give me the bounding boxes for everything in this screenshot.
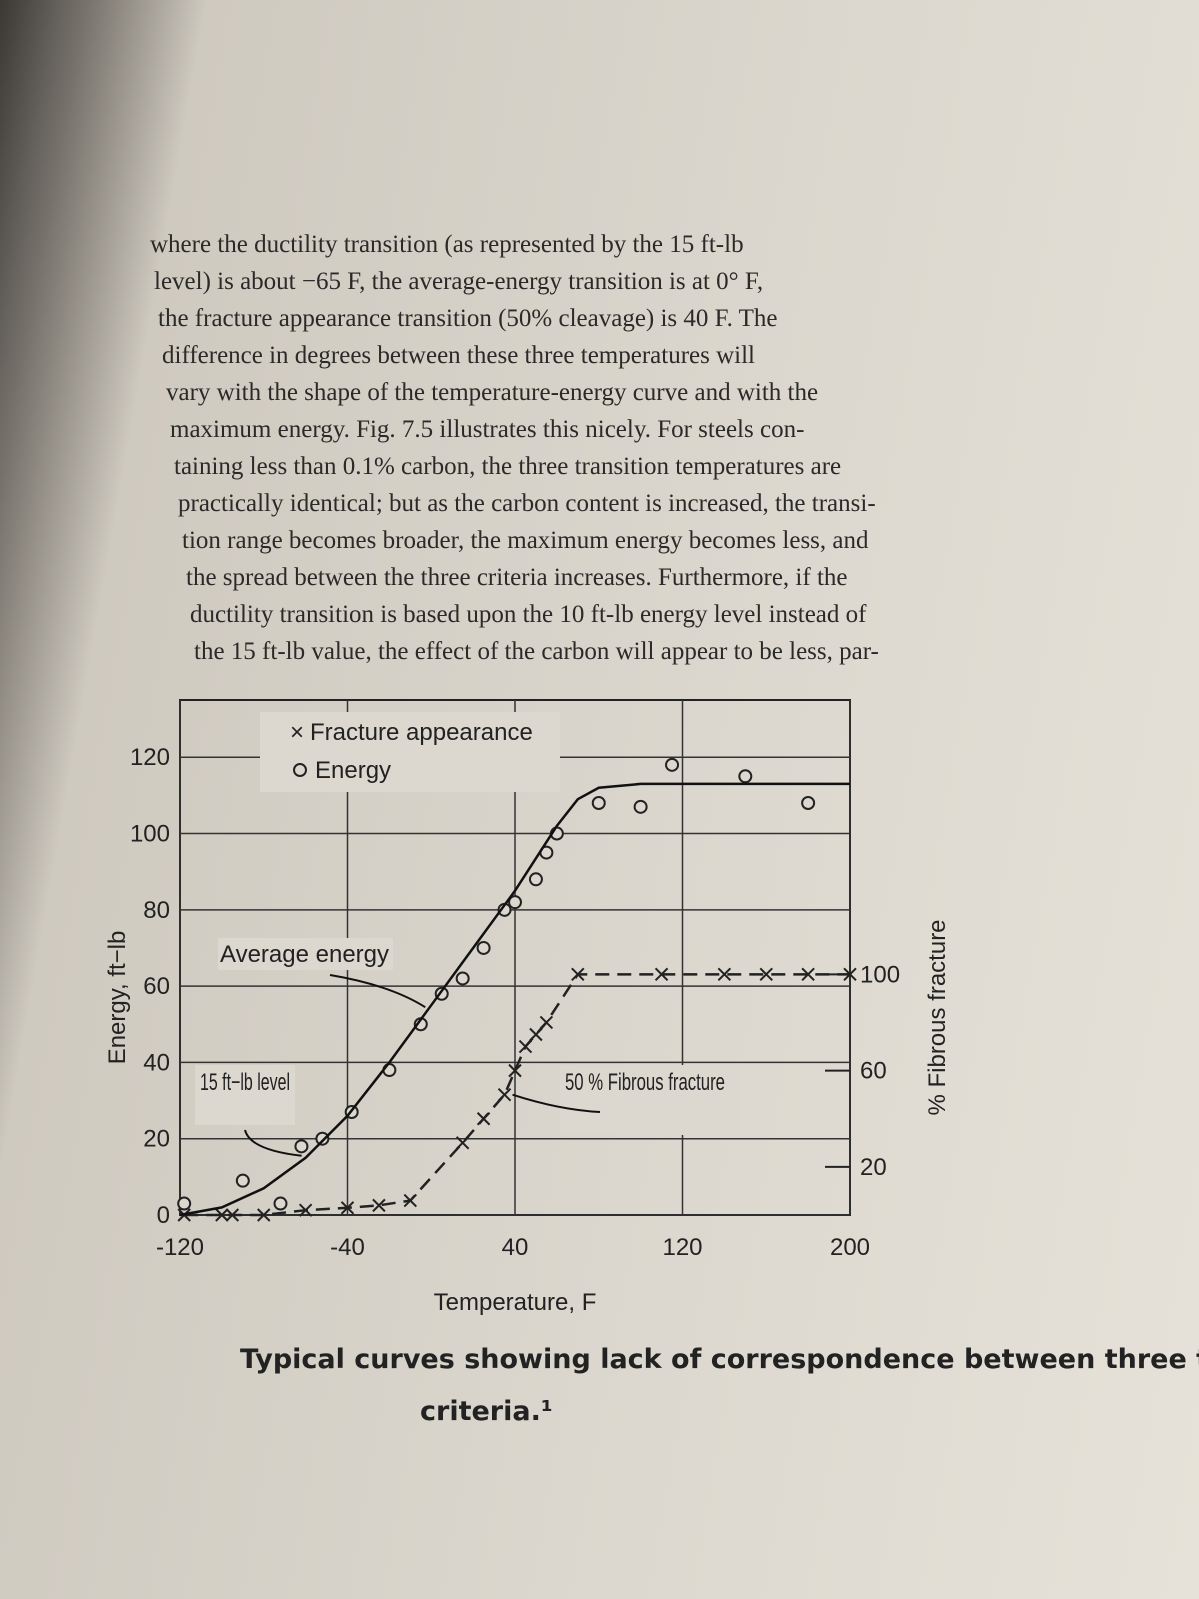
energy-point [738,769,753,784]
fracture-point [518,1039,533,1054]
label-bg [195,1065,295,1125]
annotation: 15 ft−lb level [200,1069,290,1096]
arrow [329,974,426,1009]
fracture-point [539,1015,554,1030]
energy-point [528,872,543,887]
energy-point [455,971,470,986]
fracture-point [508,1063,522,1078]
caption: Typical curves showing lack of correspon… [240,1344,1199,1375]
fracture-point [497,1087,512,1102]
y2-tick-label: 60 [860,1058,887,1085]
text-line: practically identical; but as the carbon… [178,490,876,517]
y-tick-label: 60 [143,973,170,1000]
energy-point [591,796,606,810]
x-axis-title: Temperature, F [434,1289,597,1316]
fracture-point [372,1198,386,1213]
x-tick-label: -40 [330,1234,365,1261]
fracture-point [340,1201,355,1215]
annotation: Average energy [220,941,389,968]
fracture-point [654,967,669,982]
y-tick-label: 0 [157,1202,170,1229]
fracture-point [298,1203,313,1217]
text-line: level) is about −65 F, the average-energ… [154,268,764,295]
x-tick-label: 200 [830,1234,870,1261]
energy-point [177,1196,192,1211]
label-bg [218,938,393,970]
annotation: 50 % Fibrous fracture [565,1069,725,1096]
label-bg [260,712,560,792]
fracture-point [571,967,585,982]
y-tick-label: 20 [143,1126,170,1153]
fracture-point [403,1193,418,1208]
text-line: the fracture appearance transition (50% … [158,305,778,332]
energy-point [801,796,816,810]
text-line: the 15 ft-lb value, the effect of the ca… [194,638,879,665]
fracture-point [529,1027,543,1042]
energy-point [665,757,680,772]
series-line [179,782,850,1217]
text-line: the spread between the three criteria in… [186,564,848,591]
x-tick-label: -120 [156,1234,204,1261]
fracture-point [225,1208,240,1222]
legend-marker [293,763,307,777]
y-tick-label: 100 [130,821,170,848]
y-tick-label: 120 [130,744,170,771]
y2-axis-title: % Fibrous fracture [924,919,951,1115]
text-line: vary with the shape of the temperature-e… [166,379,819,406]
text-line: ductility transition is based upon the 1… [190,601,867,628]
text-line: difference in degrees between these thre… [162,342,756,369]
x-tick-label: 120 [662,1234,702,1261]
fracture-point [759,967,773,982]
energy-point [633,799,648,814]
text-line: maximum energy. Fig. 7.5 illustrates thi… [170,416,805,443]
fracture-point [843,967,857,982]
caption: criteria.¹ [420,1396,553,1427]
legend-label: Fracture appearance [310,719,533,746]
arrow [244,1129,302,1157]
y2-tick-label: 20 [860,1154,887,1181]
text-line: where the ductility transition (as repre… [150,231,744,258]
x-tick-label: 40 [502,1234,529,1261]
energy-point [294,1139,309,1154]
fracture-point [801,967,815,982]
fracture-point [215,1208,229,1222]
fracture-point [717,967,732,982]
fracture-point [476,1112,491,1126]
text-line: taining less than 0.1% carbon, the three… [174,453,842,480]
fracture-point [455,1136,470,1150]
body-text: where the ductility transition (as repre… [150,226,1050,670]
energy-point [273,1196,288,1211]
legend-label: Energy [315,757,391,784]
y-axis-title: Energy, ft−lb [104,931,131,1065]
series-line [184,973,850,1217]
energy-point [235,1173,250,1188]
arrow [512,1093,601,1113]
energy-point [476,940,491,955]
text-line: tion range becomes broader, the maximum … [182,527,869,554]
y-tick-label: 80 [143,897,170,924]
y2-tick-label: 100 [860,961,900,988]
label-bg [560,1065,740,1135]
energy-point [315,1131,330,1146]
legend-marker: × [290,719,304,746]
fracture-point [257,1208,271,1222]
energy-point [508,895,522,910]
y-tick-label: 40 [143,1049,170,1076]
